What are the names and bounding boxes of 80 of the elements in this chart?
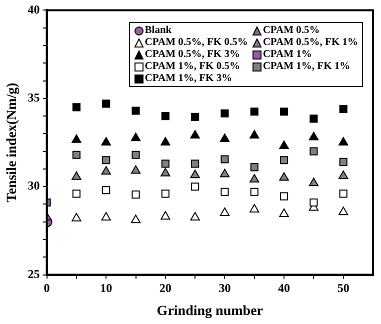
- legend-label: CPAM 1%, FK 3%: [144, 73, 232, 84]
- point: [220, 188, 229, 196]
- point: [250, 204, 260, 213]
- point: [190, 130, 200, 138]
- x-tick-label: 10: [100, 281, 112, 296]
- point: [72, 171, 82, 180]
- point: [190, 212, 200, 220]
- point: [279, 140, 289, 150]
- legend-label: CPAM 0.5%, FK 0.5%: [144, 37, 248, 48]
- legend-label: CPAM 1%, FK 1%: [262, 61, 350, 72]
- x-tick-label: 40: [278, 281, 290, 296]
- point: [310, 147, 318, 156]
- point: [220, 168, 230, 178]
- point: [161, 112, 170, 120]
- x-tick-label: 0: [44, 281, 50, 296]
- point: [101, 212, 111, 220]
- point: [250, 130, 260, 138]
- point: [160, 211, 170, 220]
- point: [338, 170, 348, 180]
- point: [339, 158, 348, 166]
- point: [220, 109, 229, 118]
- point: [72, 150, 80, 159]
- point: [160, 168, 170, 176]
- point: [72, 103, 80, 112]
- point: [102, 186, 110, 194]
- point: [102, 100, 110, 108]
- x-tick-label: 30: [218, 281, 231, 296]
- x-axis-title: Grinding number: [156, 304, 263, 320]
- point: [310, 114, 318, 123]
- legend-label: CPAM 1%: [262, 49, 312, 60]
- point: [338, 137, 348, 146]
- point: [310, 198, 318, 207]
- point: [130, 165, 141, 174]
- point: [191, 160, 200, 168]
- legend-label: CPAM 0.5%, FK 1%: [262, 37, 358, 48]
- point: [191, 182, 200, 191]
- point: [72, 212, 82, 222]
- point: [250, 174, 260, 183]
- point: [308, 132, 319, 140]
- point: [132, 190, 140, 199]
- point: [130, 132, 141, 142]
- point: [250, 163, 258, 172]
- point: [280, 108, 288, 116]
- point: [160, 137, 170, 146]
- y-tick-label: 35: [28, 90, 40, 104]
- point: [220, 208, 230, 216]
- point: [280, 192, 288, 200]
- point: [191, 112, 200, 121]
- legend-label: CPAM 0.5%: [262, 25, 320, 36]
- point: [101, 166, 111, 175]
- y-tick-label: 25: [28, 266, 40, 281]
- point: [280, 156, 288, 164]
- point: [130, 214, 141, 224]
- y-tick-label: 40: [28, 2, 40, 16]
- point: [250, 108, 258, 116]
- x-tick-label: 50: [337, 281, 350, 296]
- x-tick-label: 20: [159, 281, 172, 296]
- point: [250, 188, 258, 196]
- point: [190, 170, 200, 178]
- point: [220, 133, 230, 142]
- point: [339, 190, 348, 198]
- legend-label: Blank: [144, 25, 172, 36]
- point: [220, 155, 229, 164]
- point: [339, 104, 348, 114]
- legend-label: CPAM 0.5%, FK 3%: [144, 49, 240, 60]
- point: [161, 190, 170, 198]
- point: [72, 190, 80, 198]
- legend-label: CPAM 1%, FK 0.5%: [144, 61, 240, 72]
- point: [279, 172, 289, 181]
- y-axis-title: Tensile index(Nm/g): [5, 82, 20, 202]
- point: [161, 160, 170, 168]
- point: [338, 206, 348, 216]
- point: [132, 106, 140, 115]
- point: [101, 137, 111, 146]
- point: [102, 156, 110, 164]
- point: [72, 134, 82, 143]
- point: [308, 178, 319, 186]
- point: [279, 208, 289, 217]
- point: [132, 150, 140, 159]
- y-tick-label: 30: [28, 178, 40, 193]
